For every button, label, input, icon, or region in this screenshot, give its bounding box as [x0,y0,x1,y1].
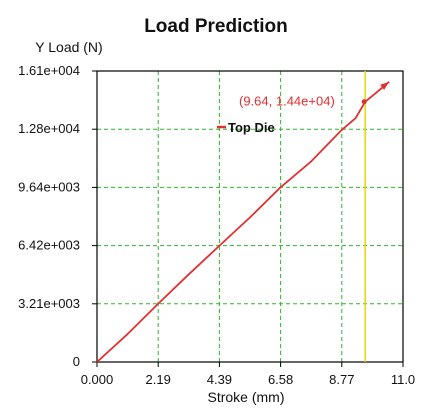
y-tick-label: 6.42e+003 [18,238,80,253]
x-tick-label: 11.0 [391,372,415,387]
cursor-readout: (9.64, 1.44e+04) [239,94,335,109]
x-tick-label: 8.77 [329,372,354,387]
annotation-layer: Top Die (9.64, 1.44e+04) [217,94,335,135]
y-axis-label: Y Load (N) [35,39,102,55]
y-tick-label: 3.21e+003 [18,296,80,311]
grid [97,71,403,362]
series-end-arrow [380,81,390,90]
y-tick-label: 0 [73,354,80,369]
x-tick-label: 2.19 [146,372,171,387]
x-tick-label: 4.39 [207,372,232,387]
x-axis-label: Stroke (mm) [208,389,285,405]
x-tick-label: 6.58 [268,372,293,387]
cursor-marker [361,99,367,105]
y-tick-label: 1.28e+004 [18,121,80,136]
y-tick-label: 9.64e+003 [18,179,80,194]
y-tick-label: 1.61e+004 [18,63,80,78]
legend-label: Top Die [228,120,275,135]
chart-title: Load Prediction [144,16,288,37]
axis-ticks: 0.000 2.19 4.39 6.58 8.77 11.0 0 3.21e+003 6.42e… [18,63,415,387]
plot-frame [96,70,404,363]
x-tick-label: 0.000 [81,372,114,387]
cursor-layer [361,71,367,362]
